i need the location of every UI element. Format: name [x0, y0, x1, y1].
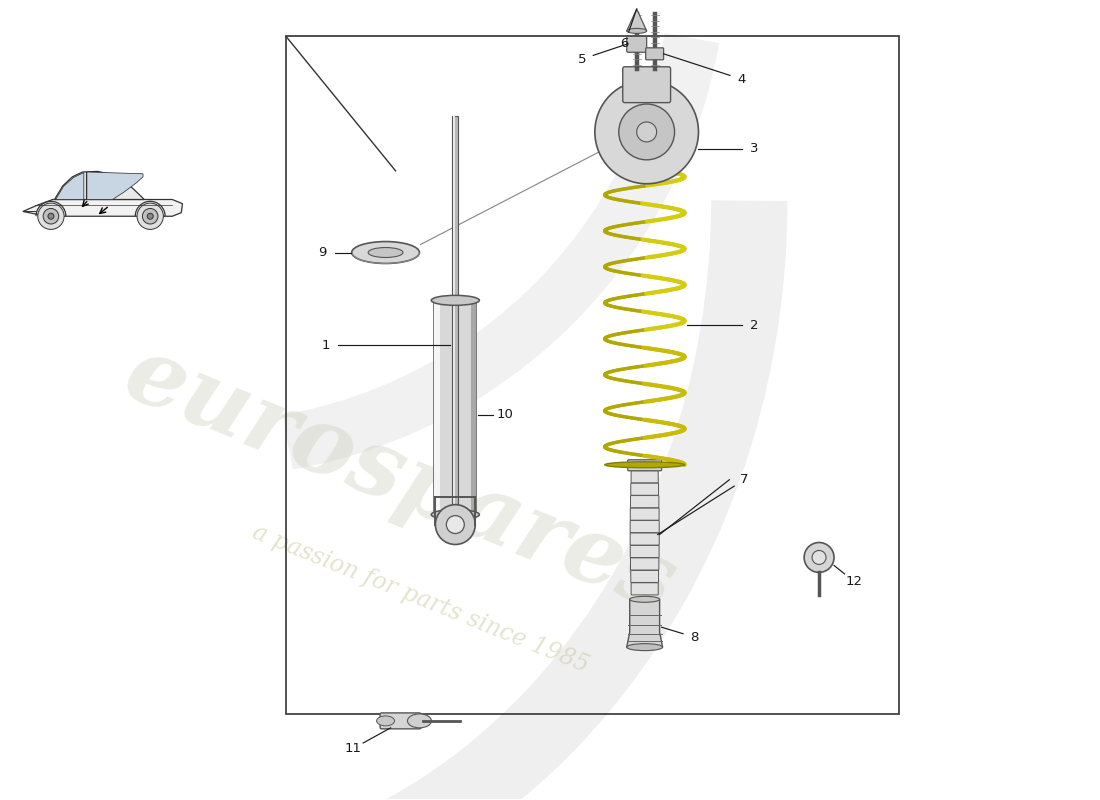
Circle shape	[37, 203, 64, 230]
Polygon shape	[87, 172, 143, 199]
Polygon shape	[434, 300, 440, 514]
Polygon shape	[23, 199, 183, 216]
Polygon shape	[627, 9, 647, 31]
Ellipse shape	[627, 28, 647, 34]
Text: 3: 3	[750, 142, 759, 155]
FancyBboxPatch shape	[438, 515, 473, 517]
Ellipse shape	[431, 510, 480, 519]
FancyBboxPatch shape	[381, 713, 421, 729]
Bar	[452, 116, 459, 514]
FancyBboxPatch shape	[438, 518, 473, 520]
Circle shape	[637, 122, 657, 142]
FancyBboxPatch shape	[628, 460, 661, 470]
Circle shape	[812, 550, 826, 565]
Text: 2: 2	[750, 318, 759, 332]
FancyBboxPatch shape	[623, 66, 671, 102]
Circle shape	[619, 104, 674, 160]
FancyBboxPatch shape	[630, 495, 659, 508]
FancyBboxPatch shape	[630, 483, 659, 495]
FancyBboxPatch shape	[631, 470, 658, 483]
Polygon shape	[434, 300, 476, 514]
Text: 9: 9	[319, 246, 327, 259]
Text: 10: 10	[497, 409, 514, 422]
Polygon shape	[627, 599, 662, 647]
FancyBboxPatch shape	[630, 546, 659, 558]
Circle shape	[447, 515, 464, 534]
Ellipse shape	[431, 295, 480, 306]
Circle shape	[48, 214, 54, 219]
Ellipse shape	[376, 716, 395, 726]
Ellipse shape	[352, 242, 419, 263]
Ellipse shape	[605, 462, 684, 468]
Circle shape	[43, 209, 58, 224]
FancyBboxPatch shape	[627, 36, 647, 52]
Ellipse shape	[627, 644, 662, 650]
Text: 7: 7	[740, 474, 749, 486]
Text: eurospares: eurospares	[112, 328, 689, 631]
FancyBboxPatch shape	[631, 582, 658, 595]
Circle shape	[595, 80, 698, 184]
Text: 1: 1	[321, 338, 330, 352]
Text: 12: 12	[846, 575, 862, 588]
FancyBboxPatch shape	[630, 508, 659, 520]
Circle shape	[142, 209, 158, 224]
Text: a passion for parts since 1985: a passion for parts since 1985	[249, 521, 592, 678]
Polygon shape	[56, 173, 84, 199]
Text: 11: 11	[344, 742, 361, 755]
Circle shape	[804, 542, 834, 572]
FancyBboxPatch shape	[630, 533, 659, 545]
FancyBboxPatch shape	[438, 518, 473, 519]
Bar	[453, 116, 455, 514]
Polygon shape	[471, 300, 476, 514]
FancyBboxPatch shape	[630, 521, 659, 533]
Bar	[286, 36, 899, 714]
Text: 5: 5	[578, 53, 586, 66]
FancyBboxPatch shape	[438, 516, 473, 518]
Text: 4: 4	[737, 73, 746, 86]
Text: 8: 8	[691, 630, 698, 644]
FancyBboxPatch shape	[630, 558, 659, 570]
Ellipse shape	[368, 247, 403, 258]
FancyBboxPatch shape	[646, 48, 663, 60]
Circle shape	[436, 505, 475, 545]
Ellipse shape	[629, 596, 660, 602]
Ellipse shape	[407, 714, 431, 728]
FancyBboxPatch shape	[438, 514, 473, 516]
Polygon shape	[55, 171, 144, 199]
FancyBboxPatch shape	[630, 570, 659, 582]
Ellipse shape	[605, 138, 684, 144]
FancyBboxPatch shape	[438, 517, 473, 518]
Circle shape	[138, 203, 163, 230]
Text: 6: 6	[620, 37, 629, 50]
Circle shape	[147, 214, 153, 219]
